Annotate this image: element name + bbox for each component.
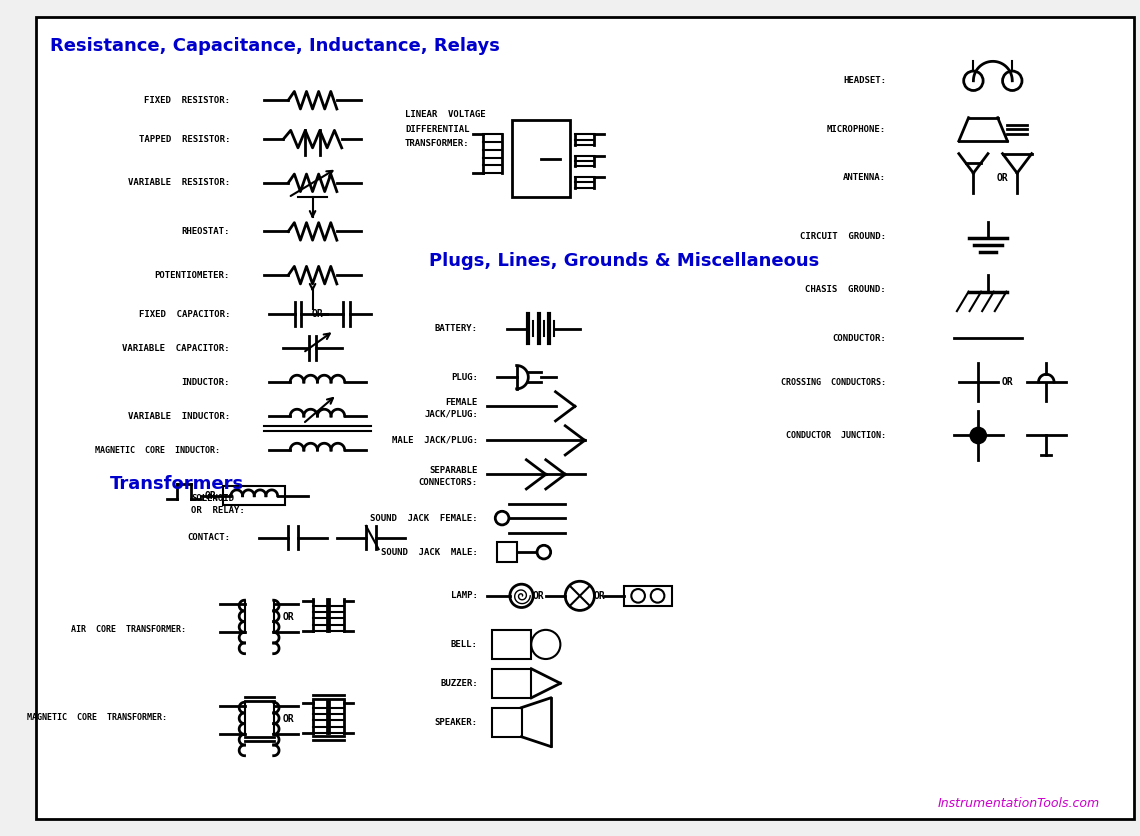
Text: MAGNETIC  CORE  TRANSFORMER:: MAGNETIC CORE TRANSFORMER: — [27, 713, 166, 721]
Text: CONNECTORS:: CONNECTORS: — [418, 477, 478, 487]
Text: OR: OR — [534, 591, 545, 601]
Text: FIXED  CAPACITOR:: FIXED CAPACITOR: — [139, 309, 230, 319]
Text: Plugs, Lines, Grounds & Miscellaneous: Plugs, Lines, Grounds & Miscellaneous — [429, 252, 820, 269]
Text: Transformers: Transformers — [109, 475, 244, 493]
Text: LAMP:: LAMP: — [451, 591, 478, 600]
Text: InstrumentationTools.com: InstrumentationTools.com — [937, 797, 1100, 809]
Text: MALE  JACK/PLUG:: MALE JACK/PLUG: — [392, 436, 478, 445]
Text: SOLENOID: SOLENOID — [192, 494, 234, 503]
Text: CONDUCTOR  JUNCTION:: CONDUCTOR JUNCTION: — [785, 431, 886, 440]
Text: JACK/PLUG:: JACK/PLUG: — [424, 410, 478, 419]
Text: VARIABLE  INDUCTOR:: VARIABLE INDUCTOR: — [128, 411, 230, 421]
Text: TAPPED  RESISTOR:: TAPPED RESISTOR: — [139, 135, 230, 144]
Text: HEADSET:: HEADSET: — [842, 76, 886, 85]
Text: FEMALE: FEMALE — [446, 398, 478, 407]
Circle shape — [970, 428, 986, 443]
Text: SPEAKER:: SPEAKER: — [434, 717, 478, 726]
Text: SEPARABLE: SEPARABLE — [430, 466, 478, 475]
Text: CHASIS  GROUND:: CHASIS GROUND: — [805, 285, 886, 294]
Text: OR: OR — [311, 309, 324, 319]
Text: OR: OR — [283, 714, 294, 724]
Text: CROSSING  CONDUCTORS:: CROSSING CONDUCTORS: — [781, 378, 886, 386]
Bar — [492, 669, 531, 698]
Text: OR: OR — [996, 173, 1009, 183]
Text: MICROPHONE:: MICROPHONE: — [826, 125, 886, 134]
Text: OR: OR — [205, 491, 217, 501]
Text: BATTERY:: BATTERY: — [434, 324, 478, 333]
Text: FIXED  RESISTOR:: FIXED RESISTOR: — [144, 95, 230, 104]
Bar — [492, 630, 531, 659]
Text: ANTENNA:: ANTENNA: — [842, 173, 886, 182]
Text: VARIABLE  CAPACITOR:: VARIABLE CAPACITOR: — [122, 344, 230, 353]
Text: RHEOSTAT:: RHEOSTAT: — [181, 227, 230, 236]
Bar — [223, 486, 285, 506]
Text: Resistance, Capacitance, Inductance, Relays: Resistance, Capacitance, Inductance, Rel… — [50, 37, 500, 55]
Text: POTENTIOMETER:: POTENTIOMETER: — [155, 271, 230, 280]
Text: VARIABLE  RESISTOR:: VARIABLE RESISTOR: — [128, 178, 230, 187]
Text: CONDUCTOR:: CONDUCTOR: — [832, 334, 886, 343]
Text: CONTACT:: CONTACT: — [187, 533, 230, 542]
Text: SOUND  JACK  FEMALE:: SOUND JACK FEMALE: — [370, 513, 478, 522]
Bar — [497, 543, 516, 562]
Text: OR: OR — [283, 612, 294, 622]
Text: DIFFERENTIAL: DIFFERENTIAL — [405, 125, 470, 134]
Text: CIRCUIT  GROUND:: CIRCUIT GROUND: — [800, 232, 886, 241]
Text: AIR  CORE  TRANSFORMER:: AIR CORE TRANSFORMER: — [71, 625, 186, 635]
Text: OR  RELAY:: OR RELAY: — [192, 506, 245, 515]
Text: BUZZER:: BUZZER: — [440, 679, 478, 688]
Text: INDUCTOR:: INDUCTOR: — [181, 378, 230, 386]
Bar — [512, 120, 570, 197]
Text: SOUND  JACK  MALE:: SOUND JACK MALE: — [381, 548, 478, 557]
Bar — [492, 707, 521, 737]
Text: PLUG:: PLUG: — [451, 373, 478, 382]
Text: BELL:: BELL: — [451, 640, 478, 649]
Text: OR: OR — [1002, 377, 1013, 387]
Text: OR: OR — [594, 591, 605, 601]
Bar — [624, 586, 673, 605]
Text: TRANSFORMER:: TRANSFORMER: — [405, 140, 470, 149]
Text: MAGNETIC  CORE  INDUCTOR:: MAGNETIC CORE INDUCTOR: — [96, 446, 220, 455]
Text: LINEAR  VOLTAGE: LINEAR VOLTAGE — [405, 110, 486, 120]
